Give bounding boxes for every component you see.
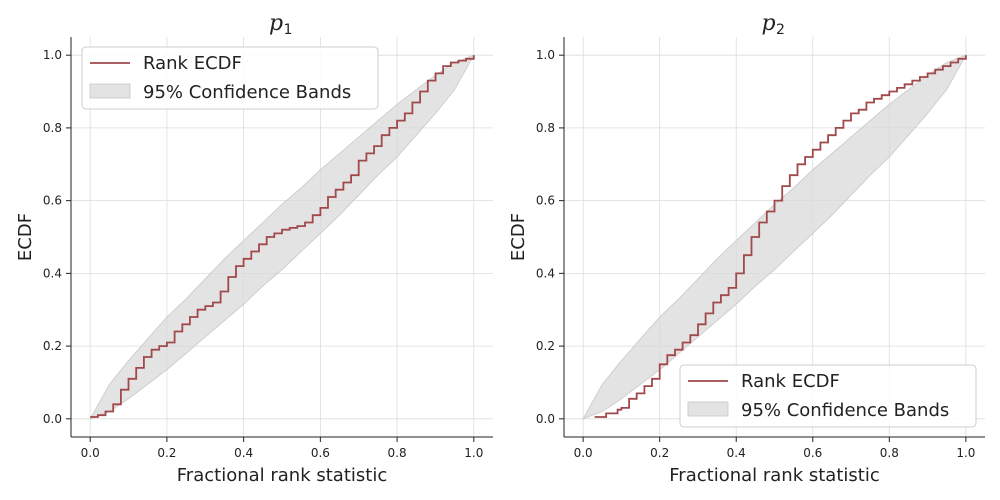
- confidence-band: [582, 54, 967, 420]
- ecdf-line: [90, 55, 475, 418]
- panel-title-subscript: 1: [284, 22, 293, 38]
- legend-box: [81, 46, 379, 110]
- x-tick-label: 1.0: [464, 446, 483, 460]
- legend-swatch-band: [89, 83, 131, 99]
- legend: Rank ECDF 95% Confidence Bands: [679, 364, 977, 428]
- x-tick-label: 0.6: [311, 446, 330, 460]
- x-tick-label: 0.4: [234, 446, 253, 460]
- y-tick-label: 1.0: [536, 48, 555, 62]
- x-tick-label: 0.2: [157, 446, 176, 460]
- confidence-band: [89, 54, 475, 420]
- panel-2: 0.0 0.2 0.4 0.6 0.8 1.0 0.0 0.2 0.4 0.6 0.8 1.0 Frac…: [508, 11, 985, 486]
- y-tick-label: 1.0: [43, 48, 62, 62]
- legend-label-ecdf: Rank ECDF: [741, 371, 840, 392]
- panel-title: p: [761, 11, 775, 36]
- y-tick-label: 0.8: [536, 121, 555, 135]
- panel-title: p: [269, 11, 283, 36]
- x-tick-label: 1.0: [956, 446, 975, 460]
- y-tick-label: 0.2: [43, 339, 62, 353]
- y-tick-label: 0.8: [43, 121, 62, 135]
- x-tick-label: 0.2: [650, 446, 669, 460]
- x-axis-label: Fractional rank statistic: [669, 465, 879, 486]
- legend-swatch-band: [687, 401, 729, 417]
- legend-label-band: 95% Confidence Bands: [143, 82, 351, 103]
- y-tick-label: 0.4: [43, 266, 62, 280]
- y-tick-label: 0.4: [536, 266, 555, 280]
- x-tick-label: 0.0: [574, 446, 593, 460]
- x-tick-label: 0.0: [81, 446, 100, 460]
- y-tick-label: 0.0: [536, 412, 555, 426]
- legend-box: [679, 364, 977, 428]
- y-axis-label: ECDF: [15, 213, 36, 261]
- panel-1: 0.0 0.2 0.4 0.6 0.8 1.0 0.0 0.2 0.4 0.6 0.8 1.0 Frac…: [15, 11, 493, 486]
- x-tick-label: 0.8: [388, 446, 407, 460]
- y-tick-label: 0.0: [43, 412, 62, 426]
- x-tick-label: 0.4: [727, 446, 746, 460]
- legend: Rank ECDF 95% Confidence Bands: [81, 46, 379, 110]
- x-tick-label: 0.8: [880, 446, 899, 460]
- panel-title-subscript: 2: [776, 22, 785, 38]
- y-tick-label: 0.2: [536, 339, 555, 353]
- y-axis-label: ECDF: [508, 213, 529, 261]
- legend-label-ecdf: Rank ECDF: [143, 53, 242, 74]
- legend-label-band: 95% Confidence Bands: [741, 400, 949, 421]
- x-axis-label: Fractional rank statistic: [177, 465, 387, 486]
- ecdf-line: [594, 55, 967, 418]
- y-tick-label: 0.6: [43, 194, 62, 208]
- y-tick-label: 0.6: [536, 194, 555, 208]
- x-tick-label: 0.6: [803, 446, 822, 460]
